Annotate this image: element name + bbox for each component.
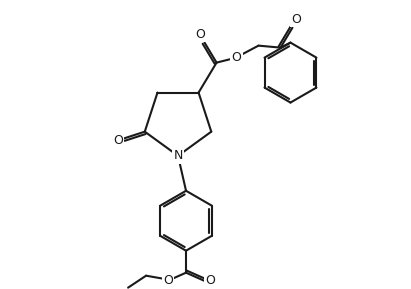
Text: O: O	[113, 134, 123, 147]
Text: O: O	[196, 28, 206, 41]
Text: N: N	[173, 149, 183, 162]
Text: O: O	[231, 51, 242, 64]
Text: O: O	[163, 274, 173, 287]
Text: O: O	[291, 13, 301, 26]
Text: O: O	[205, 274, 215, 287]
